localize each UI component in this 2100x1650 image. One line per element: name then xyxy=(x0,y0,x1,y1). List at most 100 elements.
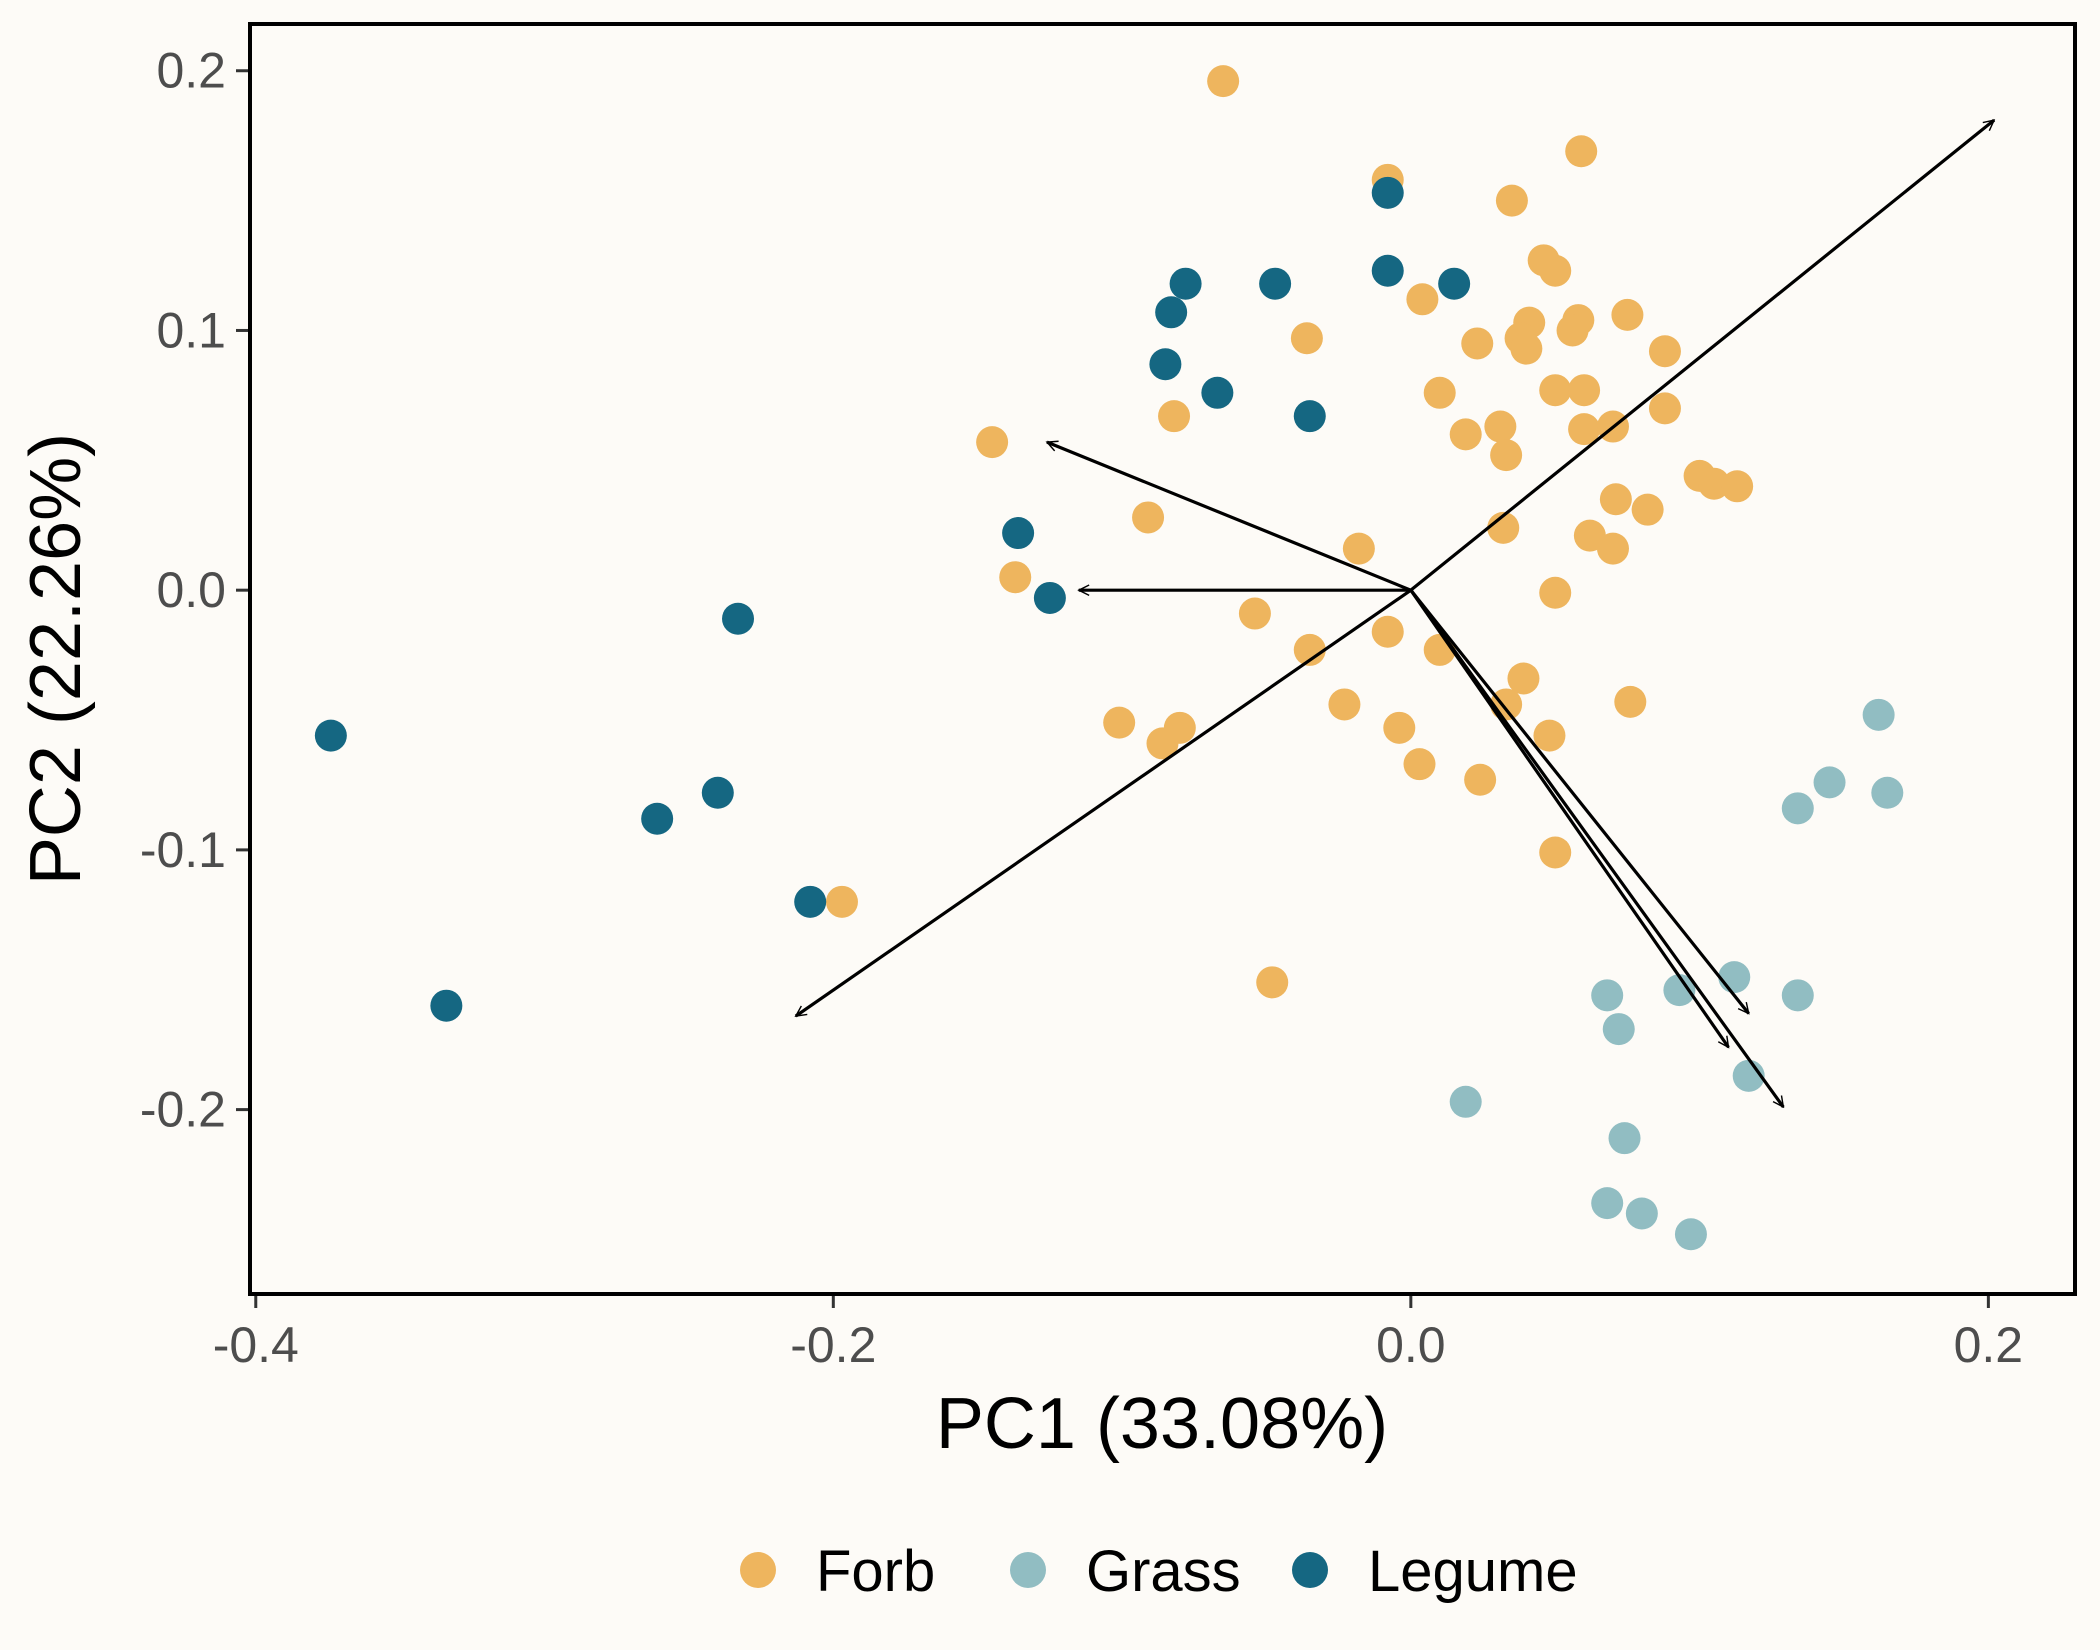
point-grass xyxy=(1862,698,1895,731)
point-forb xyxy=(1596,532,1629,565)
point-forb xyxy=(1484,410,1517,443)
point-grass xyxy=(1591,1187,1624,1220)
point-forb xyxy=(825,885,858,918)
point-forb xyxy=(1568,374,1601,407)
y-tick-label: 0.1 xyxy=(156,302,226,358)
point-forb xyxy=(1631,493,1664,526)
point-forb xyxy=(1533,719,1566,752)
point-forb xyxy=(1507,662,1540,695)
point-forb xyxy=(1565,135,1598,168)
point-forb xyxy=(1495,184,1528,217)
point-forb xyxy=(1423,376,1456,409)
point-forb xyxy=(1490,439,1523,472)
point-forb xyxy=(1539,836,1572,869)
point-grass xyxy=(1781,792,1814,825)
point-legume xyxy=(314,719,347,752)
point-forb xyxy=(1539,374,1572,407)
point-legume xyxy=(1169,267,1202,300)
point-forb xyxy=(1461,327,1494,360)
point-forb xyxy=(1648,392,1681,425)
point-forb xyxy=(1614,685,1647,718)
y-tick-label: 0.0 xyxy=(156,562,226,618)
point-legume xyxy=(1438,267,1471,300)
x-tick-label: -0.2 xyxy=(790,1317,876,1373)
plot-border xyxy=(248,22,2077,1296)
point-forb xyxy=(1328,688,1361,721)
x-axis: -0.4 -0.2 0.0 0.2 xyxy=(213,1296,2023,1373)
point-legume xyxy=(1033,581,1066,614)
point-legume xyxy=(701,776,734,809)
point-forb xyxy=(1539,576,1572,609)
loading-arrow xyxy=(1409,118,1994,592)
point-forb xyxy=(1510,332,1543,365)
point-grass xyxy=(1674,1218,1707,1251)
point-legume xyxy=(430,989,463,1022)
x-tick-label: 0.0 xyxy=(1376,1317,1446,1373)
loading-arrow xyxy=(1047,442,1412,592)
point-grass xyxy=(1718,961,1751,994)
point-legume xyxy=(1371,176,1404,209)
loading-arrow xyxy=(1409,589,1750,1013)
point-forb xyxy=(1103,706,1136,739)
loading-arrow xyxy=(796,588,1412,1018)
point-forb xyxy=(1158,400,1191,433)
point-forb xyxy=(1568,413,1601,446)
y-tick-label: 0.2 xyxy=(156,43,226,99)
point-legume xyxy=(1002,517,1035,550)
point-forb xyxy=(1721,470,1754,503)
point-grass xyxy=(1602,1013,1635,1046)
point-grass xyxy=(1591,979,1624,1012)
point-forb xyxy=(1207,65,1240,98)
point-legume xyxy=(1293,400,1326,433)
point-forb xyxy=(1698,467,1731,500)
point-forb xyxy=(1290,322,1323,355)
point-forb xyxy=(1464,763,1497,796)
point-forb xyxy=(1487,511,1520,544)
point-legume xyxy=(1259,267,1292,300)
x-tick-label: 0.2 xyxy=(1954,1317,2024,1373)
point-forb xyxy=(1238,597,1271,630)
legend-marker-forb xyxy=(740,1552,776,1588)
point-forb xyxy=(1163,711,1196,744)
point-forb xyxy=(976,426,1009,459)
legend-marker-grass xyxy=(1010,1552,1046,1588)
point-forb xyxy=(1293,633,1326,666)
point-forb xyxy=(1599,483,1632,516)
y-axis-title: PC2 (22.26%) xyxy=(16,433,96,885)
y-axis: -0.2 -0.1 0.0 0.1 0.2 xyxy=(140,43,248,1138)
point-forb xyxy=(1256,966,1289,999)
x-tick-label: -0.4 xyxy=(213,1317,299,1373)
point-legume xyxy=(1201,376,1234,409)
point-forb xyxy=(1527,244,1560,277)
point-legume xyxy=(1149,348,1182,381)
point-forb xyxy=(999,561,1032,594)
point-grass xyxy=(1608,1122,1641,1155)
point-grass xyxy=(1625,1197,1658,1230)
point-grass xyxy=(1663,974,1696,1007)
legend-label-grass: Grass xyxy=(1086,1539,1241,1604)
point-forb xyxy=(1132,501,1165,534)
legend-label-legume: Legume xyxy=(1368,1539,1578,1604)
point-forb xyxy=(1383,711,1416,744)
point-legume xyxy=(1155,296,1188,329)
loading-arrow xyxy=(1409,589,1785,1107)
point-forb xyxy=(1556,314,1589,347)
point-forb xyxy=(1648,335,1681,368)
y-tick-label: -0.2 xyxy=(140,1082,226,1138)
point-forb xyxy=(1406,283,1439,316)
point-legume xyxy=(794,885,827,918)
point-forb xyxy=(1611,298,1644,331)
point-legume xyxy=(722,602,755,635)
legend: Forb Grass Legume xyxy=(740,1539,1578,1604)
point-grass xyxy=(1871,776,1904,809)
point-legume xyxy=(1371,254,1404,287)
x-axis-title: PC1 (33.08%) xyxy=(936,1384,1388,1464)
point-grass xyxy=(1449,1085,1482,1118)
legend-label-forb: Forb xyxy=(816,1539,935,1604)
point-grass xyxy=(1781,979,1814,1012)
point-forb xyxy=(1342,532,1375,565)
point-forb xyxy=(1371,615,1404,648)
point-legume xyxy=(641,802,674,835)
point-grass xyxy=(1813,766,1846,799)
